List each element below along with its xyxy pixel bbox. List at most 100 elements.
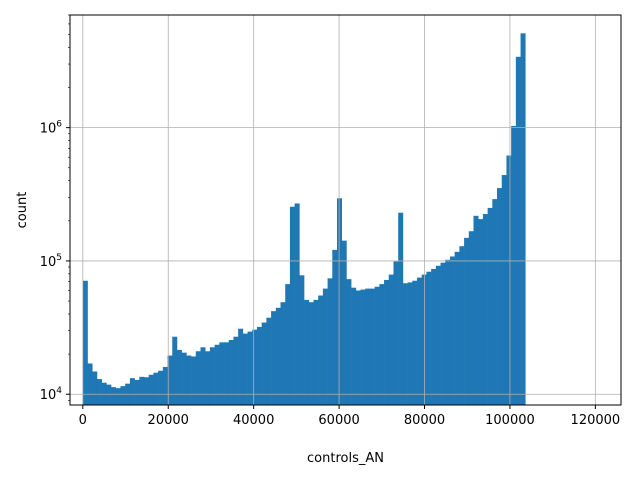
histogram-bar (219, 342, 225, 405)
histogram-bar (501, 175, 507, 405)
histogram-bar (224, 342, 230, 405)
x-tick-label: 80000 (404, 413, 445, 428)
histogram-bar (468, 231, 474, 405)
histogram-bar (139, 376, 145, 405)
histogram-bar (205, 351, 211, 405)
histogram-bar (506, 155, 512, 405)
histogram-bar (417, 277, 423, 405)
histogram-bar (238, 328, 244, 405)
y-axis-ticks: 104 105 106 (40, 14, 70, 403)
histogram-bar (440, 262, 446, 405)
histogram-bar (482, 213, 488, 405)
y-tick-label: 106 (40, 120, 63, 137)
histogram-bar (271, 311, 277, 405)
histogram-bar (520, 33, 526, 405)
histogram-bar (369, 288, 375, 405)
histogram-bar (445, 259, 451, 405)
bars-group (82, 33, 526, 406)
histogram-bar (478, 219, 484, 405)
histogram-bar (266, 317, 272, 405)
histogram-bar (341, 240, 347, 405)
x-tick-label: 20000 (148, 413, 189, 428)
histogram-bar (355, 290, 361, 405)
histogram-bar (195, 351, 201, 405)
histogram-bar (285, 284, 291, 405)
histogram-bar (176, 349, 182, 405)
histogram-bar (487, 207, 493, 405)
histogram-bar (209, 347, 215, 405)
histogram-bar (153, 372, 159, 405)
histogram-bar (252, 329, 258, 405)
histogram-bar (167, 355, 173, 405)
histogram-bar (492, 199, 498, 405)
y-axis-label: count (15, 192, 30, 229)
histogram-bar (181, 352, 187, 405)
histogram-bar (379, 284, 385, 405)
x-tick-label: 40000 (233, 413, 274, 428)
histogram-bar (162, 367, 168, 405)
histogram-bar (87, 363, 93, 405)
histogram-bar (82, 280, 88, 405)
histogram-bar (247, 331, 253, 405)
histogram-bar (515, 56, 521, 406)
histogram-bar (336, 198, 342, 405)
histogram-bar (289, 206, 295, 405)
histogram-bar (115, 388, 121, 405)
histogram-bar (412, 280, 418, 405)
histogram-bar (332, 249, 338, 405)
histogram-bar (426, 271, 432, 405)
histogram-bar (106, 384, 112, 405)
histogram-bar (120, 386, 126, 405)
histogram-bar (473, 215, 479, 405)
histogram-bar (191, 356, 197, 405)
histogram-bar (186, 355, 192, 405)
histogram-bar (200, 347, 206, 405)
grid-lines (70, 15, 621, 405)
histogram-bar (172, 336, 178, 405)
plot-frame (69, 14, 622, 406)
histogram-bar (360, 289, 366, 405)
histogram-bar (308, 302, 314, 405)
histogram-bar (365, 288, 371, 405)
histogram-bar (327, 278, 333, 405)
histogram-bar (431, 268, 437, 405)
histogram-bar (214, 344, 220, 405)
histogram-bar (351, 287, 357, 405)
histogram-bar (158, 370, 164, 405)
histogram-bar (398, 212, 404, 405)
histogram-bar (393, 261, 399, 405)
x-tick-label: 0 (79, 413, 87, 428)
histogram-bar (134, 379, 140, 405)
histogram-bar (228, 340, 234, 405)
histogram-bar (454, 251, 460, 405)
histogram-bar (449, 256, 455, 405)
y-tick-label: 105 (40, 253, 62, 270)
histogram-bar (407, 282, 413, 405)
x-axis-label: controls_AN (307, 451, 384, 466)
histogram-bar (261, 322, 267, 405)
histogram-bar (511, 125, 517, 405)
histogram-bar (318, 295, 324, 405)
histogram-bar (497, 188, 503, 405)
histogram-bar (96, 379, 102, 405)
x-tick-label: 60000 (318, 413, 359, 428)
histogram-bar (148, 374, 154, 405)
histogram-bar (256, 326, 262, 405)
histogram-bar (129, 378, 135, 405)
histogram-bar (92, 371, 98, 405)
histogram-bar (144, 377, 150, 405)
histogram-bar (299, 275, 305, 405)
histogram-bar (111, 387, 117, 405)
histogram-bar (322, 288, 328, 405)
x-axis-ticks: 0 20000 40000 60000 80000 100000 120000 (79, 405, 621, 428)
histogram-bar (459, 246, 465, 405)
histogram-bar (384, 279, 390, 405)
histogram-bar (374, 286, 380, 405)
x-tick-label: 120000 (571, 413, 621, 428)
histogram-bar (402, 283, 408, 405)
histogram-bar (464, 237, 470, 405)
histogram-bar (280, 302, 286, 405)
histogram-bar (233, 336, 239, 405)
